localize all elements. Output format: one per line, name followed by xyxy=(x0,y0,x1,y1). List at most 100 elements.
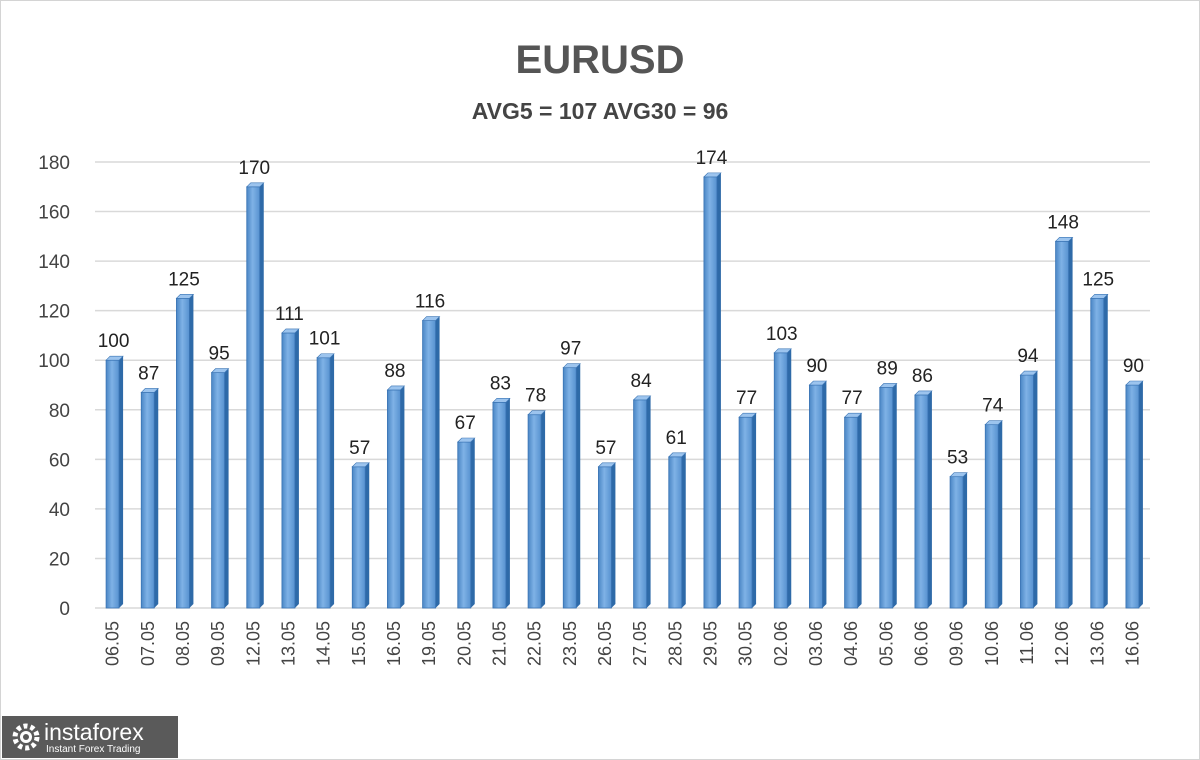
x-tick-label: 16.05 xyxy=(384,621,404,666)
y-tick-label: 120 xyxy=(38,302,70,323)
bar xyxy=(210,368,230,609)
x-tick-label: 04.06 xyxy=(841,621,861,666)
x-tick-label: 05.06 xyxy=(876,621,896,666)
data-label: 100 xyxy=(98,331,130,352)
x-tick-label: 10.06 xyxy=(982,621,1002,666)
x-tick-label: 23.05 xyxy=(560,621,580,666)
x-tick-label: 12.06 xyxy=(1052,621,1072,666)
bar xyxy=(843,412,863,609)
bar xyxy=(105,355,124,609)
bar xyxy=(879,383,898,609)
data-label: 53 xyxy=(947,448,968,469)
x-tick-label: 22.05 xyxy=(525,621,545,666)
logo-tagline: Instant Forex Trading xyxy=(46,744,141,755)
y-tick-label: 0 xyxy=(59,599,70,620)
y-tick-label: 60 xyxy=(49,450,70,471)
bar xyxy=(140,388,159,609)
bar xyxy=(773,348,792,609)
data-label: 83 xyxy=(490,373,511,394)
bar xyxy=(1054,236,1074,609)
bar xyxy=(808,380,828,609)
y-tick-label: 20 xyxy=(49,549,70,570)
data-label: 89 xyxy=(877,358,898,379)
x-tick-label: 19.05 xyxy=(419,621,439,666)
bar xyxy=(984,420,1003,609)
bar xyxy=(175,293,195,609)
y-tick-label: 140 xyxy=(38,252,70,273)
bar xyxy=(1090,293,1109,609)
bar xyxy=(492,398,511,609)
x-tick-label: 03.06 xyxy=(806,621,826,666)
data-label: 94 xyxy=(1017,346,1039,367)
bar xyxy=(1019,370,1039,609)
x-tick-label: 09.06 xyxy=(947,621,967,666)
gear-icon xyxy=(12,723,40,751)
x-tick-label: 08.05 xyxy=(173,621,193,666)
x-tick-label: 14.05 xyxy=(314,621,334,666)
x-axis-ticks: 06.05 07.05 08.05 09.05 12.05 13.05 14.05 15.05… xyxy=(103,621,1143,666)
bar xyxy=(527,410,546,609)
data-label: 84 xyxy=(631,371,653,392)
data-label: 148 xyxy=(1047,212,1079,233)
data-label: 97 xyxy=(560,339,581,360)
y-tick-label: 160 xyxy=(38,203,70,224)
x-tick-label: 13.05 xyxy=(278,621,298,666)
x-tick-label: 29.05 xyxy=(700,621,720,666)
bar xyxy=(668,452,687,609)
x-tick-label: 30.05 xyxy=(736,621,756,666)
bar xyxy=(421,316,441,609)
y-tick-label: 80 xyxy=(49,401,70,422)
x-tick-label: 02.06 xyxy=(771,621,791,666)
x-tick-label: 09.05 xyxy=(208,621,228,666)
x-tick-label: 27.05 xyxy=(630,621,650,666)
x-tick-label: 06.06 xyxy=(911,621,931,666)
y-tick-label: 180 xyxy=(38,153,70,174)
data-label: 90 xyxy=(1123,356,1144,377)
bar xyxy=(281,328,300,609)
data-label: 77 xyxy=(842,388,863,409)
data-label: 95 xyxy=(209,344,230,365)
data-label: 116 xyxy=(415,292,445,313)
data-label: 57 xyxy=(349,438,370,459)
chart-subtitle: AVG5 = 107 AVG30 = 96 xyxy=(471,98,729,124)
data-label: 90 xyxy=(806,356,827,377)
data-label: 78 xyxy=(525,386,546,407)
chart-title: EURUSD xyxy=(515,38,685,82)
x-tick-label: 20.05 xyxy=(454,621,474,666)
gridlines xyxy=(95,161,1150,609)
x-tick-label: 15.05 xyxy=(349,621,369,666)
data-label: 86 xyxy=(912,366,933,387)
bar xyxy=(632,395,652,609)
data-label: 87 xyxy=(138,363,159,384)
data-label: 174 xyxy=(696,148,728,169)
data-label: 111 xyxy=(275,304,304,325)
bar xyxy=(949,472,968,609)
x-tick-label: 16.06 xyxy=(1122,621,1142,666)
data-label: 61 xyxy=(666,428,687,449)
x-tick-label: 11.06 xyxy=(1017,621,1037,665)
y-tick-label: 100 xyxy=(38,351,70,372)
data-label: 77 xyxy=(736,388,757,409)
x-tick-label: 07.05 xyxy=(138,621,158,666)
data-label: 125 xyxy=(168,269,200,290)
x-tick-label: 21.05 xyxy=(489,621,509,666)
y-tick-label: 40 xyxy=(49,500,70,521)
logo-brand: instaforex xyxy=(44,719,144,745)
bars xyxy=(105,172,1144,609)
data-label: 103 xyxy=(766,324,798,345)
x-tick-label: 06.05 xyxy=(103,621,123,666)
bar xyxy=(738,412,757,609)
x-tick-label: 28.05 xyxy=(665,621,685,666)
data-label: 125 xyxy=(1082,269,1114,290)
bar xyxy=(316,353,335,609)
bar xyxy=(386,385,406,609)
bar xyxy=(1125,380,1144,609)
x-tick-label: 13.06 xyxy=(1087,621,1107,666)
y-axis-ticks: 0 20 40 60 80 100 120 140 160 180 xyxy=(38,153,70,620)
data-label: 67 xyxy=(455,413,476,434)
x-tick-label: 26.05 xyxy=(595,621,615,666)
data-label: 57 xyxy=(595,438,616,459)
bar xyxy=(703,172,722,609)
